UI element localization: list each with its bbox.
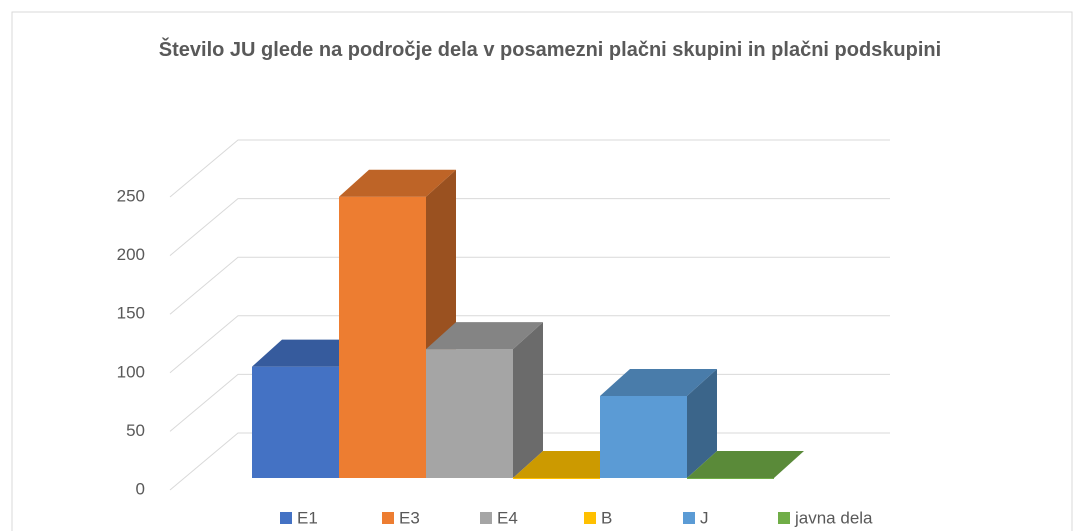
- bar-top: [339, 169, 456, 197]
- bar-side: [687, 368, 717, 478]
- y-tick-label: 0: [136, 479, 145, 498]
- y-tick-label: 250: [117, 186, 145, 205]
- legend-label: E4: [497, 508, 518, 527]
- bar-side: [513, 322, 543, 478]
- bar-top: [687, 451, 804, 478]
- bar: [252, 366, 339, 478]
- bar: [426, 349, 513, 478]
- y-tick-label: 150: [117, 304, 145, 323]
- grid-line: [169, 256, 890, 315]
- legend-swatch: [584, 512, 596, 524]
- bar: [600, 395, 687, 478]
- grid-line: [169, 315, 890, 374]
- legend-swatch: [280, 512, 292, 524]
- grid-line: [169, 198, 890, 256]
- grid-line: [169, 139, 890, 198]
- legend-swatch: [778, 512, 790, 524]
- y-tick-label: 200: [117, 245, 145, 264]
- y-tick-label: 50: [126, 421, 145, 440]
- chart-frame: [11, 11, 1073, 531]
- legend-label: E3: [399, 508, 420, 527]
- legend-swatch: [382, 512, 394, 524]
- legend-label: J: [700, 508, 709, 527]
- legend-label: E1: [297, 508, 318, 527]
- bar-top: [426, 322, 543, 350]
- legend-label: javna dela: [794, 508, 873, 527]
- chart-title: Število JU glede na področje dela v posa…: [158, 39, 942, 61]
- bar: [339, 196, 426, 478]
- legend-swatch: [480, 512, 492, 524]
- legend-label: B: [601, 508, 612, 527]
- y-tick-label: 100: [117, 362, 145, 381]
- bar-top: [600, 368, 717, 396]
- legend-swatch: [683, 512, 695, 524]
